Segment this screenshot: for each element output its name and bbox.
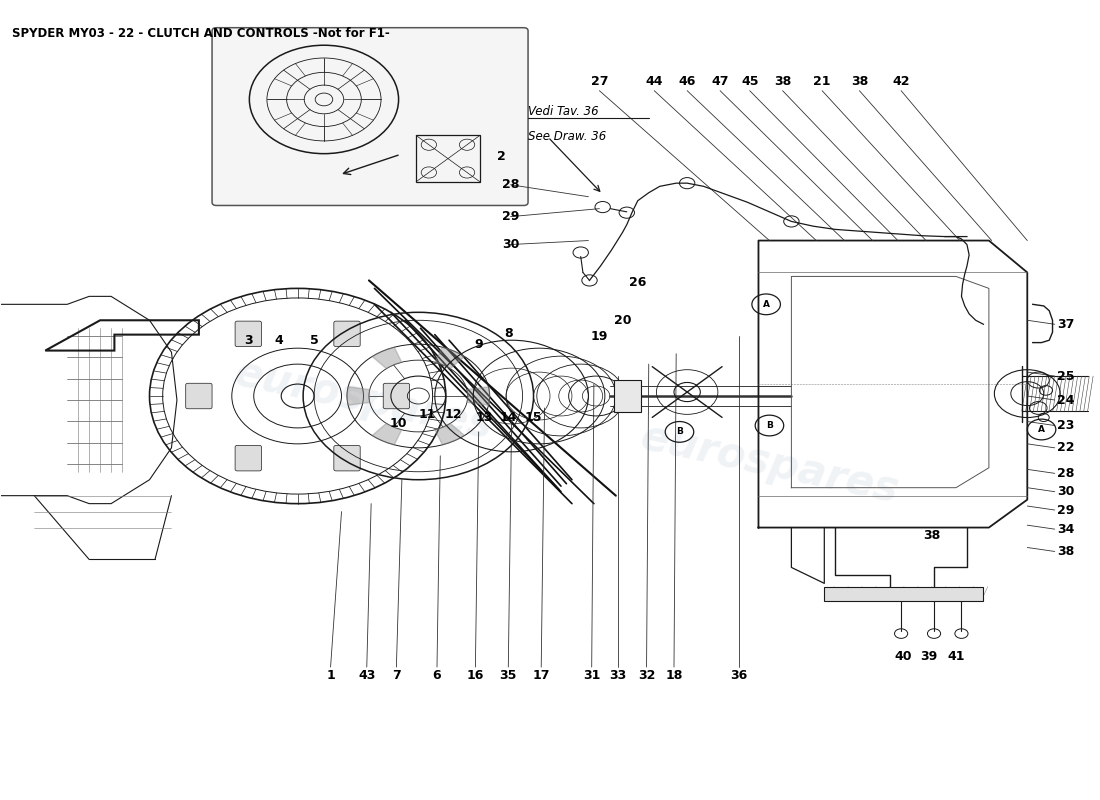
Text: 36: 36: [730, 669, 747, 682]
Text: 6: 6: [432, 669, 441, 682]
Text: 17: 17: [532, 669, 550, 682]
Text: 41: 41: [947, 650, 965, 663]
Text: 7: 7: [392, 669, 400, 682]
FancyBboxPatch shape: [235, 321, 262, 346]
Text: 14: 14: [499, 411, 517, 424]
Text: 47: 47: [712, 74, 729, 88]
Text: 37: 37: [1057, 318, 1075, 330]
FancyBboxPatch shape: [333, 446, 360, 471]
Text: 13: 13: [475, 411, 493, 424]
Text: 10: 10: [389, 418, 407, 430]
Text: 35: 35: [499, 669, 517, 682]
Text: 29: 29: [1057, 503, 1075, 517]
Text: 32: 32: [638, 669, 656, 682]
Text: SPYDER MY03 - 22 - CLUTCH AND CONTROLS -Not for F1-: SPYDER MY03 - 22 - CLUTCH AND CONTROLS -…: [12, 27, 390, 40]
Text: 38: 38: [850, 74, 868, 88]
Text: 12: 12: [444, 408, 462, 421]
Text: 29: 29: [502, 210, 519, 223]
Text: 23: 23: [1057, 419, 1075, 432]
Text: A: A: [1038, 425, 1045, 434]
Text: 38: 38: [923, 529, 940, 542]
Text: 31: 31: [583, 669, 601, 682]
Text: 46: 46: [679, 74, 696, 88]
Text: 19: 19: [591, 330, 608, 342]
Text: 16: 16: [466, 669, 484, 682]
FancyBboxPatch shape: [383, 383, 409, 409]
Polygon shape: [372, 423, 402, 445]
Polygon shape: [434, 347, 464, 369]
Text: 22: 22: [1057, 442, 1075, 454]
Text: 34: 34: [1057, 522, 1075, 536]
Text: B: B: [676, 427, 683, 436]
Bar: [416, 135, 480, 182]
Text: 33: 33: [609, 669, 627, 682]
Text: 40: 40: [894, 650, 912, 663]
Bar: [614, 380, 641, 412]
Text: eurospares: eurospares: [230, 352, 496, 448]
Text: 28: 28: [1057, 467, 1075, 480]
Text: 44: 44: [646, 74, 663, 88]
Text: 24: 24: [1057, 394, 1075, 406]
FancyBboxPatch shape: [212, 28, 528, 206]
Text: 42: 42: [892, 74, 910, 88]
FancyBboxPatch shape: [333, 321, 360, 346]
Text: 39: 39: [920, 650, 937, 663]
Polygon shape: [434, 423, 464, 445]
Bar: [824, 586, 983, 601]
Text: 1: 1: [327, 669, 334, 682]
Text: 43: 43: [359, 669, 375, 682]
Text: 18: 18: [666, 669, 683, 682]
Text: 20: 20: [614, 314, 631, 326]
Text: B: B: [766, 421, 773, 430]
Polygon shape: [372, 347, 402, 369]
Text: 28: 28: [502, 178, 519, 191]
FancyBboxPatch shape: [235, 446, 262, 471]
Polygon shape: [466, 386, 490, 406]
Text: 15: 15: [525, 411, 542, 424]
Text: 8: 8: [504, 327, 513, 340]
Text: 11: 11: [418, 408, 436, 421]
Text: 26: 26: [629, 275, 647, 289]
Text: 30: 30: [1057, 485, 1075, 498]
Text: 27: 27: [591, 74, 608, 88]
FancyBboxPatch shape: [186, 383, 212, 409]
Text: 3: 3: [244, 334, 253, 346]
Text: 21: 21: [813, 74, 830, 88]
Polygon shape: [346, 386, 370, 406]
Text: 4: 4: [275, 334, 284, 346]
Text: 38: 38: [1057, 545, 1075, 558]
Text: A: A: [762, 300, 770, 309]
Text: 45: 45: [741, 74, 758, 88]
Text: 25: 25: [1057, 370, 1075, 382]
Text: See Draw. 36: See Draw. 36: [528, 130, 606, 143]
Text: 9: 9: [474, 338, 483, 350]
Text: eurospares: eurospares: [637, 416, 902, 512]
Text: 30: 30: [502, 238, 519, 251]
Text: 2: 2: [497, 150, 506, 162]
Text: Vedi Tav. 36: Vedi Tav. 36: [528, 105, 598, 118]
Text: 5: 5: [310, 334, 319, 346]
Text: 38: 38: [774, 74, 791, 88]
